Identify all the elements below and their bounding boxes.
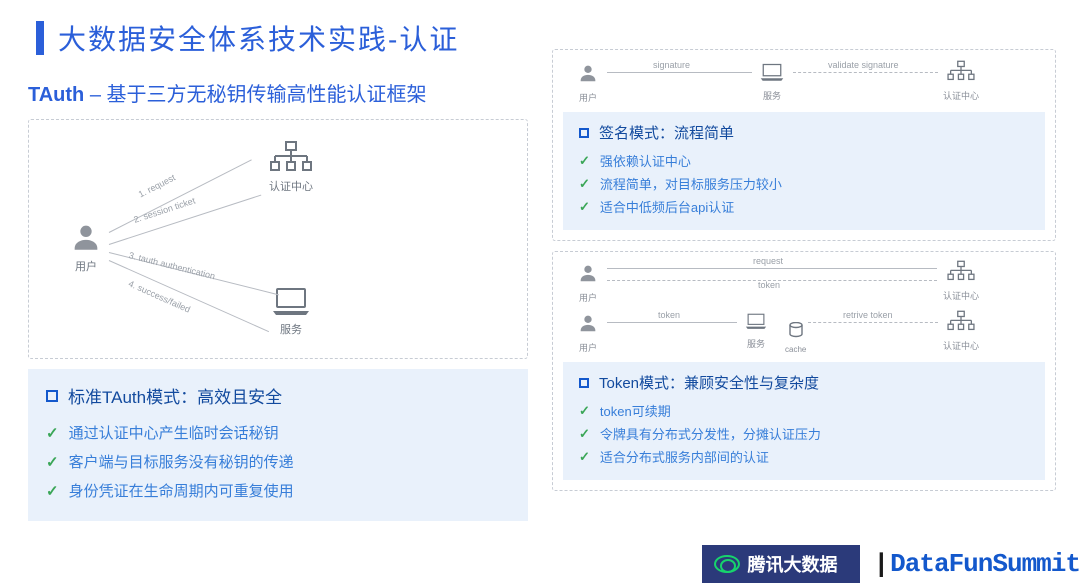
org-icon: [269, 140, 313, 174]
token-info-item: ✓ 令牌具有分布式分发性，分摊认证压力: [579, 422, 1029, 445]
datafun-badge: |DataFunSummit: [874, 549, 1080, 579]
laptop-icon: [269, 285, 313, 317]
flow-cache: cache: [785, 322, 806, 354]
flow-service: 服务: [743, 312, 769, 350]
flow-user: 用户: [577, 62, 599, 104]
tencent-badge: 腾讯大数据: [702, 545, 860, 583]
subtitle-dash: –: [84, 84, 106, 106]
sig-arrow-1: [607, 72, 752, 73]
tencent-text: 腾讯大数据: [748, 551, 838, 577]
node-user-label: 用户: [69, 258, 103, 274]
left-info-item: ✓ 身份凭证在生命周期内可重复使用: [46, 476, 510, 505]
datafun-text: DataFunSummit: [890, 549, 1080, 579]
flow-user: 用户: [577, 262, 599, 304]
flow-auth: 认证中心: [943, 60, 979, 102]
right-panel-token: 用户 认证中心 request token 用户 服务: [552, 251, 1056, 491]
tok1-arrow-req: [607, 268, 937, 269]
signature-info-title: 签名模式：流程简单: [599, 122, 734, 143]
token-flow-2: 用户 服务 cache 认证中心 token retrive token: [563, 308, 1045, 362]
node-auth-center: 认证中心: [269, 140, 313, 194]
square-bullet-icon: [579, 378, 589, 388]
flow-node-label: 用户: [577, 291, 599, 304]
arrow-2-label: 2. session ticket: [132, 195, 196, 224]
flow-node-label: cache: [785, 345, 806, 354]
arrow-1: [109, 159, 252, 233]
arrow-3-label: 3. tauth authentication: [128, 250, 216, 281]
square-bullet-icon: [46, 390, 58, 402]
left-info-title: 标准TAuth模式：高效且安全: [68, 383, 282, 408]
signature-info-item: ✓ 流程简单，对目标服务压力较小: [579, 172, 1029, 195]
check-icon: ✓: [46, 453, 59, 471]
node-auth-label: 认证中心: [269, 178, 313, 194]
token-info-item: ✓ token可续期: [579, 399, 1029, 422]
tok1-arrow-req-label: request: [753, 256, 783, 266]
tok2-arrow-1-label: token: [658, 310, 680, 320]
token-info-title: Token模式：兼顾安全性与复杂度: [599, 372, 819, 393]
tok2-arrow-2-label: retrive token: [843, 310, 893, 320]
check-icon: ✓: [579, 176, 590, 192]
token-info-item: ✓ 适合分布式服务内部间的认证: [579, 445, 1029, 468]
left-info-title-row: 标准TAuth模式：高效且安全: [46, 383, 510, 408]
check-icon: ✓: [46, 482, 59, 500]
left-diagram-panel: 用户 认证中心: [28, 119, 528, 359]
left-info-item: ✓ 客户端与目标服务没有秘钥的传递: [46, 447, 510, 476]
flow-node-label: 服务: [743, 337, 769, 350]
user-icon: [69, 220, 103, 254]
check-icon: ✓: [579, 199, 590, 215]
node-user: 用户: [69, 220, 103, 274]
left-info-item-text: 身份凭证在生命周期内可重复使用: [69, 480, 294, 501]
flow-auth: 认证中心: [943, 260, 979, 302]
flow-user: 用户: [577, 312, 599, 354]
footer: 腾讯大数据 |DataFunSummit: [702, 545, 1080, 583]
flow-service: 服务: [758, 62, 786, 102]
datafun-bar: |: [874, 549, 889, 579]
sig-arrow-1-label: signature: [653, 60, 690, 70]
check-icon: ✓: [579, 403, 590, 419]
sig-arrow-2: [793, 72, 938, 73]
check-icon: ✓: [579, 426, 590, 442]
title-accent: [36, 21, 44, 55]
tencent-logo-icon: [714, 555, 740, 573]
signature-info-item: ✓ 强依赖认证中心: [579, 149, 1029, 172]
info-item-text: 适合中低频后台api认证: [600, 197, 734, 216]
check-icon: ✓: [579, 449, 590, 465]
flow-node-label: 认证中心: [943, 339, 979, 352]
flow-auth: 认证中心: [943, 310, 979, 352]
signature-info: 签名模式：流程简单 ✓ 强依赖认证中心 ✓ 流程简单，对目标服务压力较小 ✓ 适合中低…: [563, 112, 1045, 230]
signature-info-item: ✓ 适合中低频后台api认证: [579, 195, 1029, 218]
left-info-item-text: 通过认证中心产生临时会话秘钥: [69, 422, 279, 443]
slide-title: 大数据安全体系技术实践-认证: [58, 18, 459, 58]
arrow-1-label: 1. request: [137, 172, 177, 199]
info-item-text: token可续期: [600, 401, 671, 420]
subtitle-brand: TAuth: [28, 84, 84, 106]
info-item-text: 强依赖认证中心: [600, 151, 691, 170]
token-info: Token模式：兼顾安全性与复杂度 ✓ token可续期 ✓ 令牌具有分布式分发性，…: [563, 362, 1045, 480]
check-icon: ✓: [579, 153, 590, 169]
token-flow-1: 用户 认证中心 request token: [563, 258, 1045, 308]
token-info-title-row: Token模式：兼顾安全性与复杂度: [579, 372, 1029, 393]
flow-node-label: 用户: [577, 91, 599, 104]
tok2-arrow-1: [607, 322, 737, 323]
tok1-arrow-tok-label: token: [758, 280, 780, 290]
flow-node-label: 认证中心: [943, 289, 979, 302]
node-service-label: 服务: [269, 321, 313, 337]
flow-node-label: 认证中心: [943, 89, 979, 102]
sig-arrow-2-label: validate signature: [828, 60, 899, 70]
right-panel-signature: 用户 服务 认证中心 signature validate signature: [552, 49, 1056, 241]
flow-node-label: 用户: [577, 341, 599, 354]
info-item-text: 流程简单，对目标服务压力较小: [600, 174, 782, 193]
signature-info-title-row: 签名模式：流程简单: [579, 122, 1029, 143]
left-info-item: ✓ 通过认证中心产生临时会话秘钥: [46, 418, 510, 447]
left-info-block: 标准TAuth模式：高效且安全 ✓ 通过认证中心产生临时会话秘钥 ✓ 客户端与目标服…: [28, 369, 528, 521]
signature-flow: 用户 服务 认证中心 signature validate signature: [563, 56, 1045, 112]
left-info-item-text: 客户端与目标服务没有秘钥的传递: [69, 451, 294, 472]
info-item-text: 令牌具有分布式分发性，分摊认证压力: [600, 424, 821, 443]
subtitle-rest: 基于三方无秘钥传输高性能认证框架: [107, 84, 427, 106]
tok2-arrow-2: [808, 322, 938, 323]
square-bullet-icon: [579, 128, 589, 138]
flow-node-label: 服务: [758, 89, 786, 102]
check-icon: ✓: [46, 424, 59, 442]
info-item-text: 适合分布式服务内部间的认证: [600, 447, 769, 466]
